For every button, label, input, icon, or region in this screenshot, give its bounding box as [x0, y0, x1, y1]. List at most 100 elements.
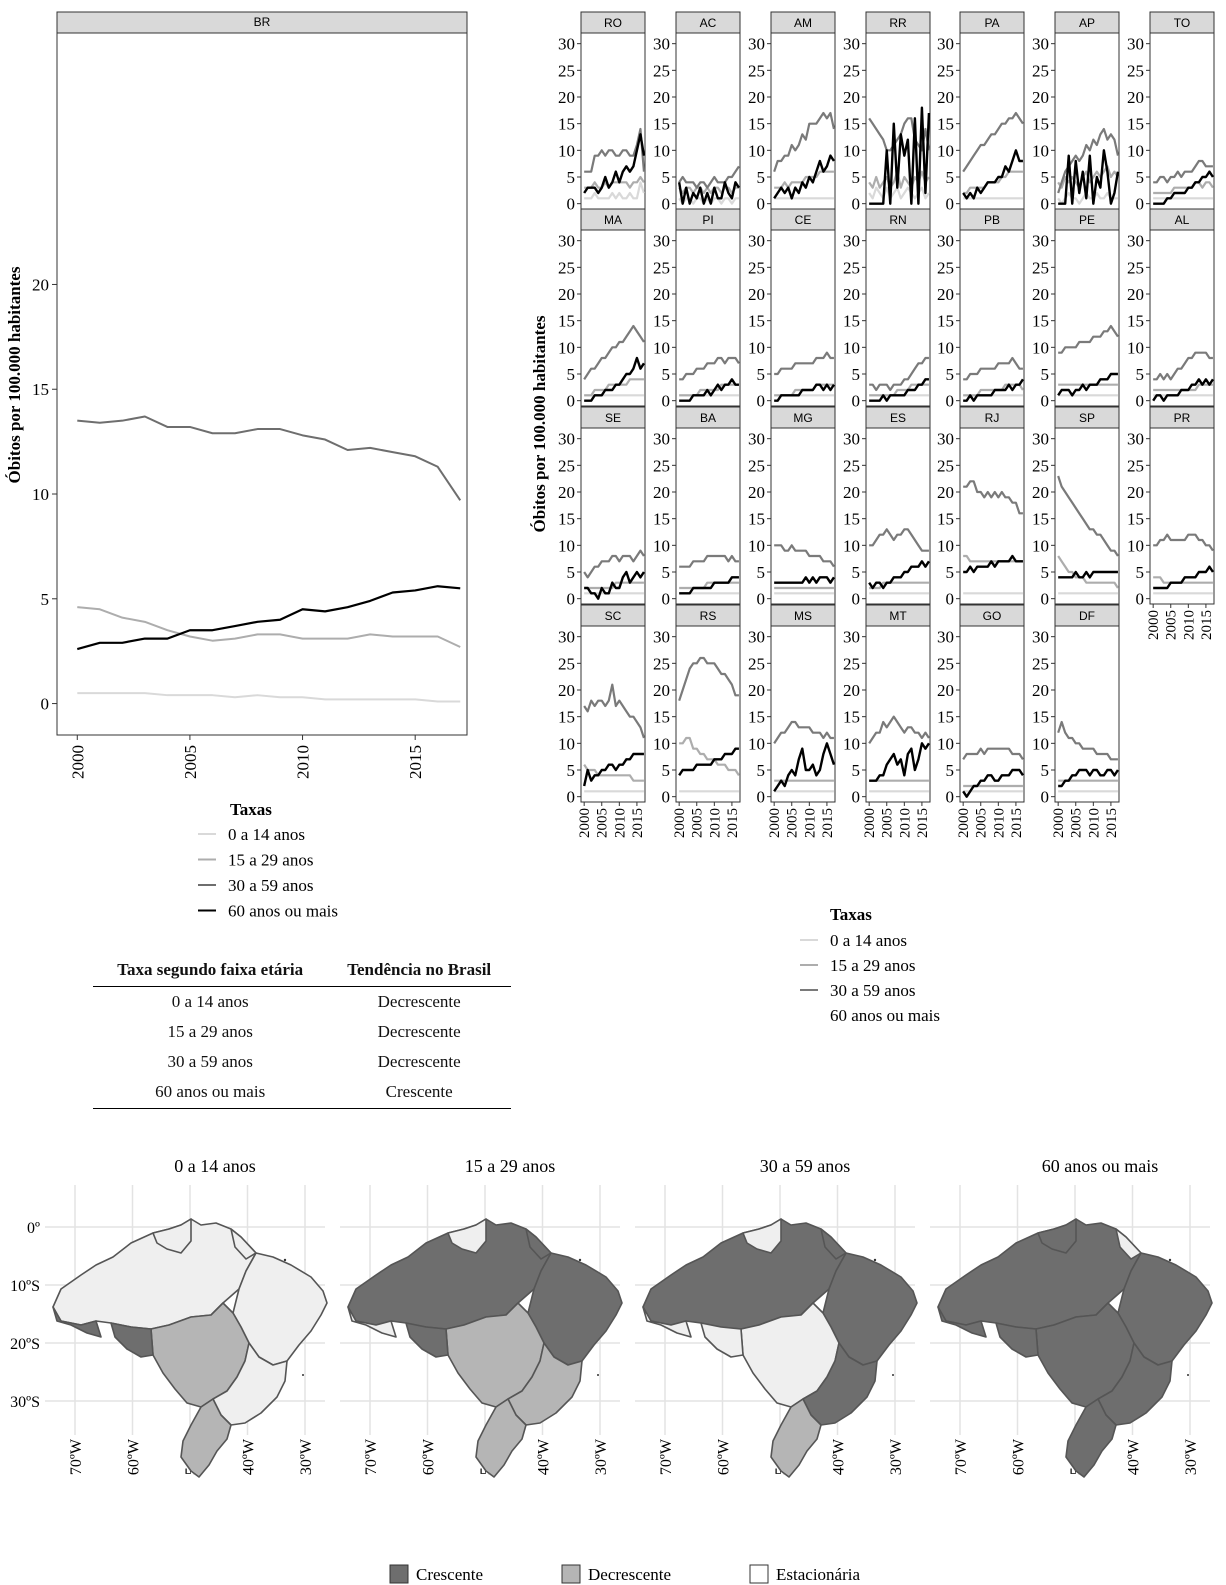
br-legend: Taxas 0 a 14 anos 15 a 29 anos 30 a 59 ano… [198, 800, 338, 921]
state-y-tick-label: 20 [558, 483, 575, 502]
state-y-tick-label: 30 [843, 232, 860, 251]
state-x-tick-label: 2000 [956, 808, 972, 838]
state-x-tick-label: 2000 [1051, 808, 1067, 838]
state-y-tick-label: 10 [843, 734, 860, 753]
table-header-rate: Taxa segundo faixa etária [93, 956, 328, 987]
br-legend-label: 15 a 29 anos [228, 851, 313, 870]
state-y-tick-label: 15 [1127, 510, 1144, 529]
br-y-tick-label: 15 [32, 380, 49, 399]
state-x-tick-label: 2005 [785, 808, 801, 838]
state-y-tick-label: 10 [748, 536, 765, 555]
state-y-tick-label: 15 [1032, 708, 1049, 727]
state-y-tick-label: 30 [748, 232, 765, 251]
state-y-tick-label: 30 [558, 35, 575, 54]
state-y-tick-label: 30 [843, 35, 860, 54]
state-small-multiples: RO 0 5 10 15 20 25 30 AC 0 5 10 15 20 25 30 AM 0 5 10 15 20 25… [558, 11, 1215, 838]
map-region-rr [152, 1218, 192, 1254]
island-dot [302, 1374, 304, 1376]
state-strip-label: AP [1079, 16, 1095, 30]
state-strip-label: MA [604, 213, 622, 227]
state-strip-label: SC [605, 609, 622, 623]
state-series-line-3 [584, 127, 646, 173]
state-series-line-2 [584, 175, 645, 189]
state-x-axis-labels: 2000 2005 2010 2015 [1051, 808, 1120, 838]
state-series-line-3 [962, 111, 1024, 173]
state-panel-am: AM 0 5 10 15 20 25 30 [748, 11, 836, 214]
state-plot-area [580, 625, 646, 803]
state-y-tick-label: 30 [748, 430, 765, 449]
br-series-lines [76, 415, 462, 703]
state-plot-area [959, 32, 1025, 210]
trend-maps: 0 a 14 anos70ºW60ºW50ºW40ºW30ºW0º10ºS20º… [10, 1156, 1213, 1478]
state-y-tick-label: 5 [1041, 761, 1050, 780]
map-lon-label: 70ºW [68, 1438, 85, 1475]
state-x-tick-label: 2015 [820, 808, 836, 838]
state-y-tick-label: 5 [1041, 168, 1050, 187]
state-y-tick-label: 25 [558, 258, 575, 277]
state-y-tick-label: 10 [653, 338, 670, 357]
brazil-map [937, 1218, 1213, 1478]
map-lon-label: 30ºW [1183, 1438, 1200, 1475]
state-plot-area [770, 427, 836, 605]
map-legend: Crescente Decrescente Estacionária [389, 1564, 860, 1584]
state-y-tick-label: 25 [937, 61, 954, 80]
state-series-line-4 [1152, 378, 1214, 402]
br-x-tick-label: 2010 [294, 745, 313, 779]
state-strip-label: CE [795, 213, 812, 227]
state-series-line-4 [774, 576, 835, 584]
state-series-line-3 [583, 683, 645, 739]
state-y-tick-label: 5 [757, 365, 766, 384]
table-cell-rate: 30 a 59 anos [167, 1052, 253, 1071]
br-line-chart: BR 0 5 10 15 20 2000 2005 2010 2015 Óbitos por … [5, 11, 468, 779]
state-panel-pr: PR 0 5 10 15 20 25 30 [1127, 406, 1215, 609]
state-plot-area [675, 32, 741, 210]
state-y-tick-label: 0 [1136, 195, 1145, 214]
state-strip-label: MG [793, 411, 812, 425]
state-y-tick-label: 25 [748, 258, 765, 277]
table-header-row: Taxa segundo faixa etária Tendência no B… [93, 956, 511, 987]
state-x-tick-label: 2015 [725, 808, 741, 838]
states-legend-label: 30 a 59 anos [830, 981, 915, 1000]
state-strip-label: SE [605, 411, 621, 425]
table-cell-rate: 0 a 14 anos [171, 992, 249, 1011]
state-x-tick-label: 2000 [577, 808, 593, 838]
state-y-tick-label: 30 [653, 430, 670, 449]
state-y-tick-label: 30 [843, 628, 860, 647]
island-dot [873, 1258, 877, 1262]
state-panel-es: ES 0 5 10 15 20 25 30 [843, 406, 931, 609]
map-title: 0 a 14 anos [174, 1156, 255, 1176]
state-y-tick-label: 20 [843, 285, 860, 304]
state-y-tick-label: 30 [558, 628, 575, 647]
state-panel-ce: CE 0 5 10 15 20 25 30 [748, 208, 836, 411]
map-title: 15 a 29 anos [465, 1156, 555, 1176]
state-series-line-2 [963, 554, 1023, 563]
map-lon-label: 60ºW [126, 1438, 143, 1475]
state-strip-label: RS [700, 609, 717, 623]
state-panel-rn: RN 0 5 10 15 20 25 30 [843, 208, 931, 411]
state-y-tick-label: 5 [852, 365, 861, 384]
state-x-tick-label: 2010 [707, 808, 723, 838]
state-y-tick-label: 5 [1136, 365, 1145, 384]
br-y-tick-label: 5 [41, 590, 50, 609]
map-lon-label: 60ºW [421, 1438, 438, 1475]
map-lon-label: 40ºW [1126, 1438, 1143, 1475]
state-y-tick-label: 15 [558, 312, 575, 331]
state-y-tick-label: 15 [748, 312, 765, 331]
state-strip-label: RO [604, 16, 622, 30]
map-region-ap [525, 1228, 552, 1260]
state-series-line-4 [582, 752, 644, 787]
state-plot-area [770, 229, 836, 407]
state-series-line-2 [583, 764, 644, 782]
state-y-tick-label: 0 [946, 590, 955, 609]
state-y-tick-label: 10 [1127, 536, 1144, 555]
state-y-tick-label: 20 [653, 88, 670, 107]
state-y-tick-label: 10 [653, 536, 670, 555]
state-y-tick-label: 0 [757, 392, 766, 411]
br-y-tick-label: 0 [41, 695, 50, 714]
state-strip-label: RN [889, 213, 906, 227]
state-y-tick-label: 10 [1032, 141, 1049, 160]
state-y-tick-label: 10 [748, 338, 765, 357]
state-series-line-4 [1058, 570, 1118, 579]
map-region-se [802, 1342, 878, 1426]
state-y-tick-label: 15 [843, 510, 860, 529]
